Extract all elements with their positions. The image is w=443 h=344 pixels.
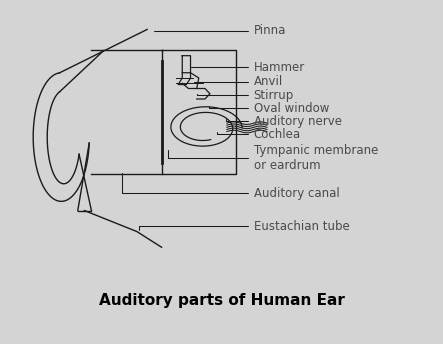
Text: Auditory parts of Human Ear: Auditory parts of Human Ear <box>98 293 345 308</box>
Text: Anvil: Anvil <box>254 75 283 88</box>
Text: Auditory nerve: Auditory nerve <box>254 115 342 128</box>
Text: Pinna: Pinna <box>254 24 286 37</box>
Text: Auditory canal: Auditory canal <box>254 187 339 200</box>
Text: Tympanic membrane
or eardrum: Tympanic membrane or eardrum <box>254 144 378 172</box>
Text: Hammer: Hammer <box>254 61 305 74</box>
Text: Cochlea: Cochlea <box>254 128 301 141</box>
Text: Oval window: Oval window <box>254 102 329 115</box>
Text: Eustachian tube: Eustachian tube <box>254 220 350 233</box>
Text: Stirrup: Stirrup <box>254 88 294 101</box>
